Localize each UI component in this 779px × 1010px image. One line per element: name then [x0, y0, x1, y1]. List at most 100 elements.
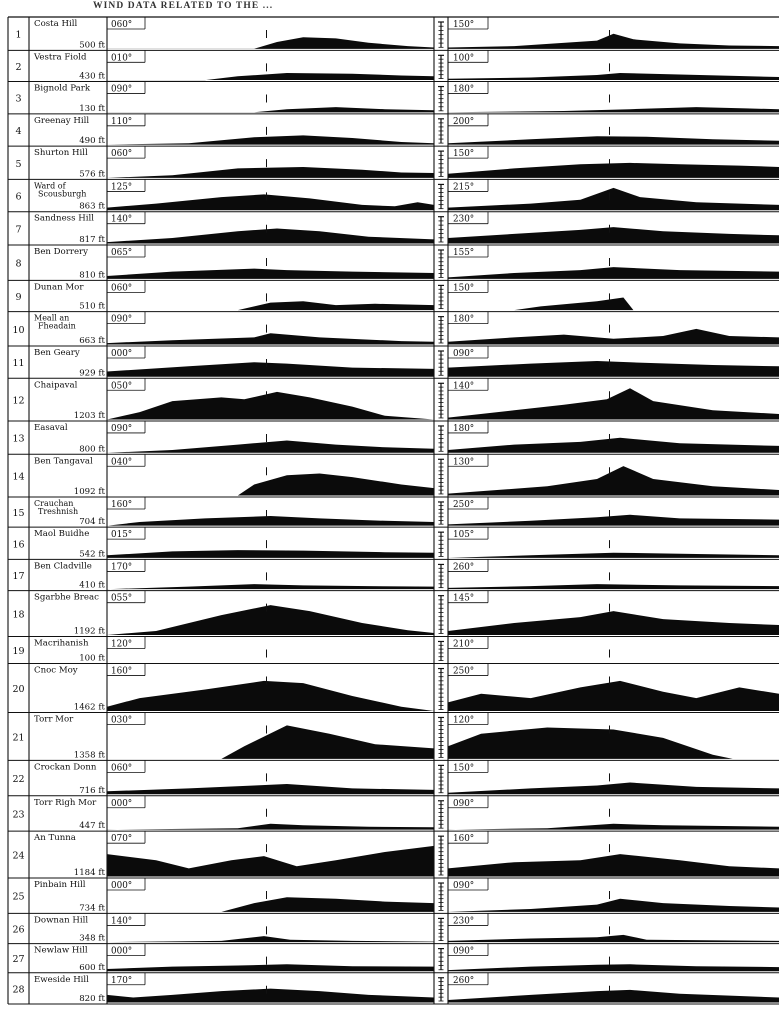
terrain-profile-left [107, 228, 434, 244]
terrain-profile-left [107, 964, 434, 972]
hill-height: 447 ft [79, 821, 105, 831]
bearing-right: 150° [453, 20, 474, 30]
terrain-profile-right [448, 136, 779, 145]
bearing-left: 040° [111, 457, 132, 467]
bearing-left: 000° [111, 881, 132, 891]
hill-name: Torr Righ Mor [34, 798, 97, 808]
hill-name: Dunan Mor [34, 282, 84, 292]
hill-height: 348 ft [79, 934, 105, 944]
row-number: 28 [12, 984, 24, 995]
terrain-profile-right [448, 514, 779, 526]
hill-height: 704 ft [79, 517, 105, 527]
bearing-right: 210° [453, 639, 474, 649]
bearing-left: 090° [111, 315, 132, 325]
hill-name: Maol Buidhe [34, 529, 89, 539]
terrain-profile-right [448, 162, 779, 178]
hill-name: Chaipaval [34, 380, 78, 390]
profile-row: 7 Sandness Hill 817 ft 140° 230° [8, 211, 779, 246]
terrain-profile-left [107, 988, 434, 1003]
terrain-profile-right [448, 388, 779, 420]
bearing-right: 105° [453, 530, 474, 540]
terrain-profile-right [448, 964, 779, 972]
row-number: 6 [15, 192, 21, 203]
terrain-profile-left [107, 391, 434, 420]
row-number: 26 [12, 925, 24, 936]
profile-row: 4 Greenay Hill 490 ft 110° 200° [8, 113, 779, 147]
row-number: 12 [12, 396, 24, 407]
terrain-profile-left [107, 897, 434, 912]
row-number: 9 [15, 292, 21, 303]
row-number: 18 [12, 610, 24, 621]
hill-height: 1092 ft [74, 487, 106, 497]
hill-height: 430 ft [79, 72, 105, 82]
hill-name: Eweside Hill [34, 975, 89, 985]
row-number: 20 [12, 684, 24, 695]
profile-row: 26 Downan Hill 348 ft 140° 230° [8, 913, 779, 945]
bearing-right: 180° [453, 424, 474, 434]
profile-row: 3 Bignold Park 130 ft 090° 180° [8, 81, 779, 115]
hill-name: Cnoc Moy [34, 666, 78, 676]
profile-row: 23 Torr Righ Mor 447 ft 000° 090° [8, 795, 779, 832]
bearing-right: 090° [453, 881, 474, 891]
terrain-profile-right [448, 73, 779, 81]
hill-name: Fheadain [38, 322, 76, 331]
row-number: 17 [12, 571, 24, 582]
bearing-left: 015° [111, 530, 132, 540]
profile-row: 1 Costa Hill 500 ft 060° 150° [8, 17, 779, 51]
profile-row: 11 Ben Geary 929 ft 000° 090° [8, 346, 779, 379]
terrain-profile-left [107, 823, 434, 830]
terrain-profile-right [448, 466, 779, 496]
terrain-profile-left [107, 167, 434, 178]
terrain-profile-left [107, 333, 434, 345]
terrain-profile-right [448, 680, 779, 711]
page-title: WIND DATA RELATED TO THE ... [93, 1, 274, 11]
row-number: 4 [15, 126, 21, 137]
hill-name: Macrihanish [34, 638, 89, 648]
bearing-right: 100° [453, 53, 474, 63]
bearing-right: 160° [453, 834, 474, 844]
row-number: 1 [15, 30, 21, 41]
bearing-left: 120° [111, 639, 132, 649]
terrain-profile-left [107, 73, 434, 81]
bearing-right: 090° [453, 799, 474, 809]
bearing-left: 160° [111, 667, 132, 677]
bearing-right: 130° [453, 457, 474, 467]
hill-height: 800 ft [79, 444, 105, 454]
hill-height: 1203 ft [74, 411, 106, 421]
terrain-profile-left [107, 473, 434, 496]
row-number: 19 [12, 646, 24, 657]
profile-row: 8 Ben Dorrery 810 ft 065° 155° [8, 245, 779, 281]
terrain-profile-right [448, 611, 779, 635]
terrain-profile-left [107, 37, 434, 49]
terrain-profile-left [107, 440, 434, 453]
bearing-left: 060° [111, 20, 132, 30]
row-number: 2 [15, 62, 21, 73]
terrain-profile-right [448, 823, 779, 830]
terrain-profile-right [448, 107, 779, 113]
row-number: 15 [12, 508, 24, 519]
terrain-profile-left [107, 301, 434, 311]
row-number: 10 [12, 325, 24, 336]
bearing-right: 090° [453, 947, 474, 957]
terrain-profile-left [107, 135, 434, 145]
bearing-left: 065° [111, 248, 132, 258]
profile-row: 16 Maol Buidhe 542 ft 015° 105° [8, 527, 779, 560]
bearing-left: 060° [111, 283, 132, 293]
terrain-profile-right [448, 854, 779, 877]
hill-height: 1358 ft [74, 750, 106, 760]
bearing-left: 070° [111, 834, 132, 844]
row-number: 24 [12, 851, 24, 862]
row-number: 7 [15, 224, 21, 235]
profile-row: 28 Eweside Hill 820 ft 170° 260° [8, 972, 779, 1005]
hill-name: An Tunna [33, 833, 76, 843]
hill-height: 100 ft [79, 654, 105, 664]
bearing-left: 090° [111, 424, 132, 434]
hill-name: Crauchan [34, 499, 73, 508]
bearing-right: 145° [453, 594, 474, 604]
bearing-right: 120° [453, 715, 474, 725]
terrain-profile-right [448, 361, 779, 377]
hill-height: 510 ft [79, 302, 105, 312]
hill-name: Treshnish [38, 507, 78, 516]
